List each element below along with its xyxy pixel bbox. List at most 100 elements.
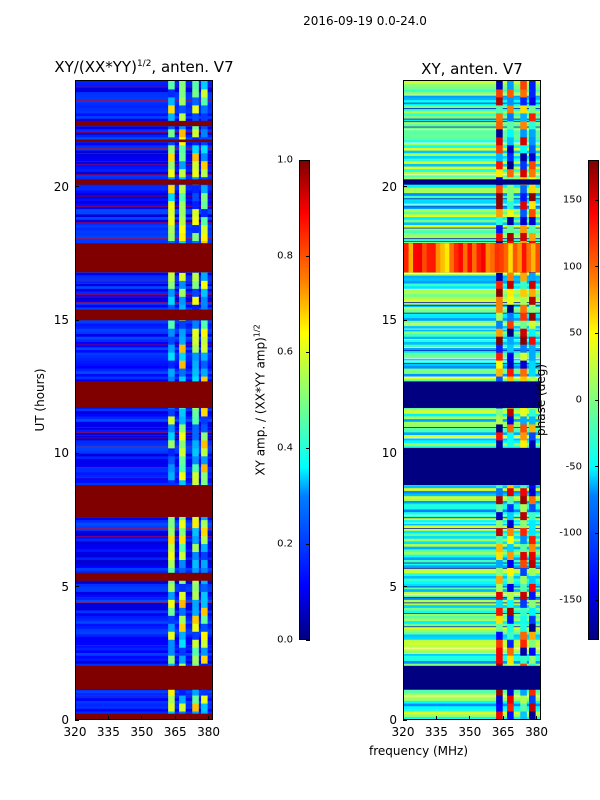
channel-cell	[496, 615, 503, 624]
channel-cell	[179, 368, 186, 377]
heatmap-stripe	[404, 237, 540, 240]
channel-cell	[507, 160, 514, 170]
panel2-xtick-mark	[402, 716, 404, 720]
heatmap-row	[404, 81, 540, 85]
hot-band-cell	[476, 243, 482, 273]
channel-cell	[507, 703, 514, 712]
channel-cell	[179, 607, 186, 616]
panel2-xtick-label: 320	[391, 725, 415, 739]
channel-cell	[507, 623, 514, 632]
heatmap-row	[76, 625, 212, 630]
channel-cell	[168, 415, 175, 425]
channel-cell	[529, 423, 536, 433]
channel-cell	[201, 160, 208, 170]
heatmap-stripe	[404, 360, 540, 362]
channel-cell	[192, 81, 199, 90]
heatmap-row	[404, 445, 540, 449]
panel2-heatmap[interactable]	[403, 80, 541, 720]
channel-cell	[520, 192, 527, 202]
channel-cell	[529, 495, 536, 505]
heatmap-row	[76, 482, 212, 486]
heatmap-row	[404, 490, 540, 494]
heatmap-row	[404, 410, 540, 414]
channel-cell	[496, 583, 503, 592]
channel-cell	[201, 543, 208, 553]
channel-cell	[520, 216, 527, 226]
channel-cell	[201, 439, 208, 449]
hot-band-cell	[404, 243, 410, 273]
heatmap-row	[404, 174, 540, 178]
channel-cell	[507, 200, 514, 210]
heatmap-row	[404, 86, 540, 90]
panel1-xtick-label: 365	[163, 725, 187, 739]
channel-cell	[507, 128, 514, 138]
heatmap-row	[76, 594, 212, 598]
channel-cell	[179, 96, 186, 106]
channel-cell	[507, 232, 514, 241]
channel-cell	[496, 487, 503, 497]
channel-cell	[179, 81, 186, 90]
heatmap-row	[404, 418, 540, 422]
channel-cell	[179, 296, 186, 305]
colorbar1-tick-label: 0.2	[277, 538, 293, 550]
panel2-ytick-mark	[403, 452, 407, 454]
heatmap-row	[404, 291, 540, 295]
channel-cell	[201, 559, 208, 568]
channel-cell	[168, 160, 175, 170]
heatmap-row	[76, 463, 212, 467]
heatmap-row	[404, 232, 540, 236]
channel-cell	[507, 88, 514, 98]
channel-cell	[192, 304, 199, 313]
colorbar2-tick-mark	[595, 199, 599, 201]
heatmap-row	[76, 346, 212, 350]
panel1-heatmap[interactable]	[75, 80, 213, 720]
heatmap-row	[76, 612, 212, 616]
heatmap-row	[404, 112, 540, 117]
channel-cell	[496, 575, 503, 584]
channel-cell	[179, 168, 186, 178]
colorbar2-tick-mark	[595, 599, 599, 601]
heatmap-row	[76, 277, 212, 281]
channel-cell	[496, 144, 503, 154]
channel-cell	[201, 407, 208, 417]
channel-cell	[520, 503, 527, 513]
heatmap-stripe	[404, 346, 540, 349]
channel-cell	[529, 559, 536, 568]
channel-cell	[529, 591, 536, 600]
heatmap-row	[404, 330, 540, 335]
hot-band-cell	[490, 243, 496, 273]
heatmap-row	[404, 567, 540, 571]
heatmap-row	[76, 421, 212, 425]
channel-cell	[192, 128, 199, 138]
heatmap-row	[76, 458, 212, 462]
channel-cell	[192, 519, 199, 529]
heatmap-row	[404, 235, 540, 239]
heatmap-stripe	[404, 203, 540, 205]
heatmap-row	[76, 689, 212, 693]
panel2-xtick-mark	[536, 716, 538, 720]
channel-cell	[201, 168, 208, 178]
heatmap-stripe	[404, 197, 540, 200]
channel-cell	[507, 519, 514, 529]
channel-cell	[168, 192, 175, 202]
channel-cell	[168, 112, 175, 122]
hot-band-cell	[517, 243, 523, 273]
heatmap-row	[404, 716, 540, 719]
channel-cell	[168, 296, 175, 305]
channel-cell	[496, 591, 503, 600]
heatmap-row	[404, 583, 540, 587]
heatmap-row	[404, 588, 540, 592]
heatmap-stripe	[404, 594, 540, 596]
heatmap-row	[404, 309, 540, 313]
heatmap-row	[404, 320, 540, 324]
heatmap-row	[76, 304, 212, 308]
channel-cell	[201, 304, 208, 313]
channel-cell	[179, 88, 186, 98]
channel-cell	[520, 320, 527, 329]
channel-cell	[192, 200, 199, 210]
channel-cell	[179, 352, 186, 361]
heatmap-row	[76, 546, 212, 550]
heatmap-row	[76, 91, 212, 95]
heatmap-stripe	[404, 426, 540, 428]
heatmap-row	[404, 663, 540, 667]
